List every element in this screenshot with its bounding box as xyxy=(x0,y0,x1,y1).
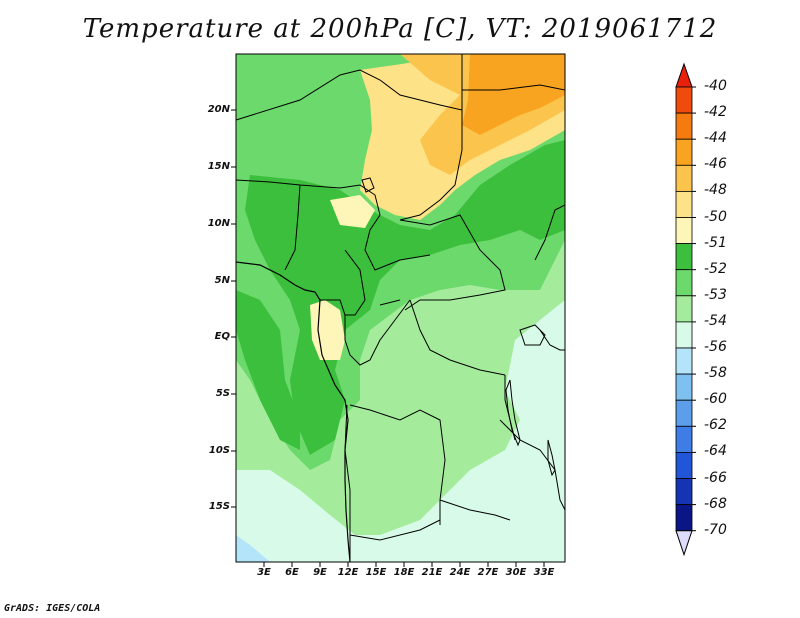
lake-chad xyxy=(361,177,375,193)
colorbar-segment xyxy=(675,399,693,427)
lon-label-33e: 33E xyxy=(533,567,555,578)
colorbar-segment xyxy=(675,425,693,453)
lon-label-18e: 18E xyxy=(393,567,415,578)
colorbar-segment xyxy=(675,112,693,140)
colorbar-top-arrow xyxy=(675,62,693,88)
coastline xyxy=(236,261,351,562)
colorbar-label: -66 xyxy=(704,469,727,486)
region-light-blue xyxy=(236,535,270,562)
colorbar-segment xyxy=(675,190,693,218)
axis-ticks xyxy=(231,109,545,567)
colorbar-segment xyxy=(675,217,693,245)
colorbar-label: -48 xyxy=(704,182,727,199)
colorbar-label: -64 xyxy=(704,443,727,460)
lon-label-21e: 21E xyxy=(421,567,443,578)
colorbar-segment xyxy=(675,478,693,506)
lat-label-5n: 5N xyxy=(214,275,230,286)
region-pale-yellow-small xyxy=(330,195,375,228)
region-dark-green xyxy=(245,140,565,455)
colorbar-segment xyxy=(675,504,693,532)
lake-tanganyika xyxy=(505,379,521,447)
country-borders xyxy=(236,54,565,562)
colorbar-segment xyxy=(675,321,693,349)
colorbar-label: -42 xyxy=(704,104,727,121)
temperature-field xyxy=(236,54,565,562)
map-frame xyxy=(235,53,566,563)
credit-text: GrADS: IGES/COLA xyxy=(4,603,101,614)
colorbar-label: -40 xyxy=(704,78,727,94)
colorbar-segment xyxy=(675,451,693,479)
colorbar-label: -54 xyxy=(704,312,727,329)
colorbar-segment xyxy=(675,243,693,271)
lon-label-24e: 24E xyxy=(449,567,471,578)
colorbar-label: -53 xyxy=(704,286,727,303)
colorbar-label: -50 xyxy=(704,208,727,225)
colorbar-segment xyxy=(675,138,693,166)
colorbar-label: -51 xyxy=(704,234,727,251)
lon-label-9e: 9E xyxy=(313,567,327,578)
lat-label-15s: 15S xyxy=(208,501,230,512)
lon-label-30e: 30E xyxy=(505,567,527,578)
colorbar-label: -68 xyxy=(704,495,727,512)
colorbar-segment xyxy=(675,347,693,375)
colorbar-segment xyxy=(675,86,693,114)
colorbar-label: -70 xyxy=(704,521,727,538)
colorbar-label: -44 xyxy=(704,130,727,147)
lat-label-10s: 10S xyxy=(208,445,230,456)
colorbar-label: -58 xyxy=(704,365,727,382)
colorbar-label: -52 xyxy=(704,260,727,277)
colorbar-segment xyxy=(675,269,693,297)
lat-label-15n: 15N xyxy=(207,161,230,172)
chart-title: Temperature at 200hPa [C], VT: 201906171… xyxy=(82,14,718,44)
lake-malawi xyxy=(547,439,556,477)
lon-label-27e: 27E xyxy=(477,567,499,578)
lon-label-15e: 15E xyxy=(365,567,387,578)
colorbar-segment xyxy=(675,295,693,323)
lat-label-10n: 10N xyxy=(207,218,230,229)
colorbar-label: -56 xyxy=(704,339,727,355)
lat-label-5s: 5S xyxy=(215,388,230,399)
colorbar-segment xyxy=(675,373,693,401)
colorbar-segment xyxy=(675,164,693,192)
lon-label-6e: 6E xyxy=(285,567,299,578)
colorbar xyxy=(675,62,696,557)
region-orange xyxy=(462,54,565,135)
colorbar-bottom-arrow xyxy=(675,530,693,557)
lake-victoria xyxy=(519,324,546,346)
region-dark-green-west xyxy=(236,290,300,450)
colorbar-label: -62 xyxy=(704,417,727,434)
lat-label-eq: EQ xyxy=(214,331,230,342)
lat-label-20n: 20N xyxy=(207,104,230,115)
lon-label-3e: 3E xyxy=(257,567,271,578)
colorbar-label: -46 xyxy=(704,156,727,173)
colorbar-label: -60 xyxy=(704,391,727,408)
lon-label-12e: 12E xyxy=(337,567,359,578)
